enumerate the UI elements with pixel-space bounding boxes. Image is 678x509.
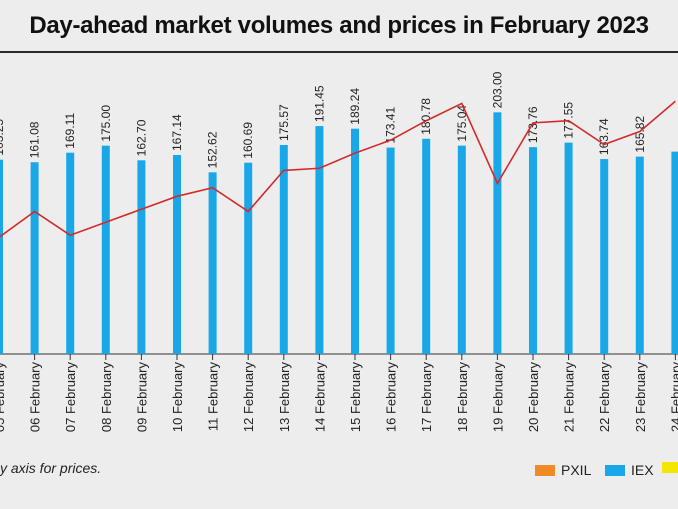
chart-title: Day-ahead market volumes and prices in F… (29, 12, 649, 39)
bar-iex (351, 128, 359, 354)
x-tick-label: 09 February (134, 362, 149, 433)
bar-value-label: 163.25 (0, 119, 6, 156)
bar-value-label: 161.08 (28, 121, 42, 158)
x-tick-label: 14 February (312, 362, 327, 433)
x-tick-label: 07 February (63, 362, 78, 433)
bar-iex (529, 147, 537, 354)
x-tick-label: 11 February (206, 362, 221, 432)
legend-swatch-pxil (535, 464, 555, 476)
x-tick-label: 13 February (277, 362, 292, 433)
bar-iex (493, 112, 502, 354)
bar-iex (279, 144, 288, 354)
price-line (0, 100, 676, 238)
bar-value-label: 162.70 (134, 119, 148, 156)
bar-iex (101, 145, 110, 354)
x-tick-label: 20 February (526, 362, 541, 433)
bar-iex (315, 126, 324, 354)
bar-iex (671, 151, 678, 354)
bar-iex (457, 145, 466, 354)
bar-value-label: 203.00 (490, 71, 504, 108)
legend-item-iex: IEX (605, 462, 654, 478)
bar-iex (635, 156, 644, 354)
x-tick-label: 19 February (490, 362, 505, 433)
legend-item-third (662, 462, 678, 473)
bar-value-label: 152.62 (206, 131, 220, 168)
bar-value-label: 173.76 (526, 106, 540, 143)
legend-item-pxil: PXIL (535, 462, 591, 478)
bar-value-label: 169.11 (63, 113, 77, 149)
x-tick-label: 22 February (597, 362, 612, 433)
bar-value-label: 165.82 (633, 116, 647, 153)
bar-value-label: 167.14 (170, 114, 184, 151)
bar-value-label: 180.78 (419, 98, 433, 135)
legend-swatch-iex (605, 464, 625, 476)
bar-value-label: 189.24 (348, 88, 362, 125)
x-tick-label: 15 February (348, 362, 363, 433)
bar-iex (137, 160, 146, 354)
x-tick-label: 05 February (0, 362, 7, 433)
bar-value-label: 175.57 (277, 104, 291, 141)
legend-label-iex: IEX (631, 462, 654, 478)
x-tick-label: 18 February (455, 362, 470, 433)
bar-iex (208, 172, 217, 354)
bar-iex (386, 147, 395, 354)
axis-note: y axis for prices. (0, 460, 102, 476)
bar-value-label: 175.00 (99, 105, 113, 142)
x-tick-label: 08 February (99, 362, 114, 433)
legend-swatch-third (662, 462, 678, 473)
legend-label-pxil: PXIL (561, 462, 592, 478)
bar-iex (422, 138, 431, 354)
x-tick-label: 10 February (170, 362, 185, 433)
bar-value-label: 191.45 (312, 85, 326, 122)
x-tick-label: 12 February (241, 362, 256, 433)
x-tick-label: 16 February (384, 362, 399, 433)
bar-iex (600, 159, 609, 354)
bar-iex (564, 142, 573, 354)
bar-value-label: 160.69 (241, 122, 255, 159)
bar-value-label: 173.41 (384, 107, 398, 144)
x-tick-label: 06 February (28, 362, 43, 433)
title-rule (0, 51, 678, 53)
bar-iex (30, 162, 39, 354)
bar-value-label: 175.04 (455, 105, 469, 142)
bar-iex (244, 162, 253, 354)
bar-value-label: 163.74 (597, 118, 611, 155)
bar-iex (0, 159, 3, 354)
bar-iex (66, 152, 75, 354)
x-tick-label: 23 February (633, 362, 648, 433)
x-tick-label: 21 February (562, 362, 577, 433)
chart: 163.25 161.08 169.11 175.00 162.70 167.14 152.… (0, 71, 678, 433)
x-tick-label: 17 February (419, 362, 434, 433)
bar-iex (173, 155, 181, 354)
x-tick-label: 24 February (668, 362, 678, 433)
